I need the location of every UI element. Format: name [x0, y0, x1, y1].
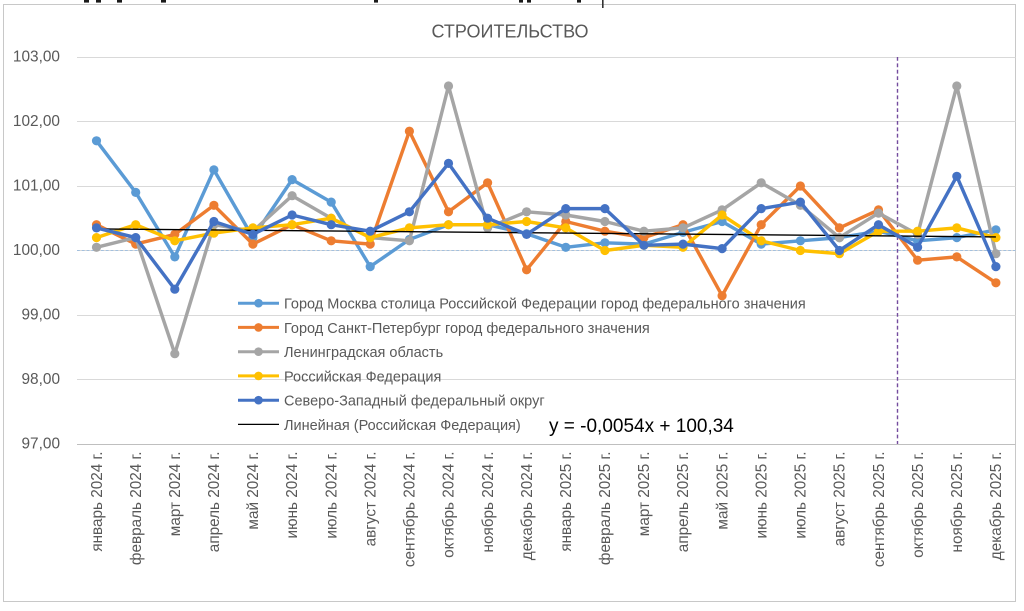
- svg-text:май 2025 г.: май 2025 г.: [714, 452, 731, 530]
- svg-text:100,00: 100,00: [13, 242, 60, 259]
- svg-text:Северо-Западный федеральный ок: Северо-Западный федеральный округ: [284, 394, 545, 410]
- svg-text:январь 2024 г.: январь 2024 г.: [89, 452, 106, 552]
- svg-text:99,00: 99,00: [21, 307, 60, 324]
- svg-text:июль 2025 г.: июль 2025 г.: [793, 452, 810, 539]
- svg-text:апрель 2025 г.: апрель 2025 г.: [675, 452, 692, 553]
- svg-text:сентябрь 2024 г.: сентябрь 2024 г.: [402, 452, 419, 568]
- svg-text:102,00: 102,00: [13, 113, 60, 130]
- svg-text:июль 2024 г.: июль 2024 г.: [323, 452, 340, 539]
- svg-text:октябрь 2025 г.: октябрь 2025 г.: [910, 452, 927, 558]
- svg-text:июнь 2025 г.: июнь 2025 г.: [754, 452, 771, 539]
- svg-text:ноябрь 2024 г.: ноябрь 2024 г.: [480, 452, 497, 553]
- svg-text:103,00: 103,00: [13, 49, 60, 66]
- svg-text:97,00: 97,00: [21, 436, 60, 453]
- svg-text:Город Санкт-Петербург город фе: Город Санкт-Петербург город федерального…: [284, 321, 650, 337]
- svg-text:Город Москва столица Российско: Город Москва столица Российской Федераци…: [284, 297, 806, 313]
- svg-text:август 2025 г.: август 2025 г.: [832, 452, 849, 547]
- svg-text:март 2025 г.: март 2025 г.: [636, 452, 653, 537]
- svg-text:октябрь 2024 г.: октябрь 2024 г.: [441, 452, 458, 558]
- svg-text:август 2024 г.: август 2024 г.: [362, 452, 379, 547]
- svg-text:декабрь 2025 г.: декабрь 2025 г.: [988, 452, 1005, 561]
- svg-text:май 2024 г.: май 2024 г.: [245, 452, 262, 530]
- svg-text:февраль 2025 г.: февраль 2025 г.: [597, 452, 614, 566]
- svg-text:СТРОИТЕЛЬСТВО: СТРОИТЕЛЬСТВО: [432, 22, 589, 42]
- svg-text:март 2024 г.: март 2024 г.: [167, 452, 184, 537]
- svg-text:июнь 2024 г.: июнь 2024 г.: [284, 452, 301, 539]
- svg-text:Ленинградская область: Ленинградская область: [284, 345, 443, 361]
- svg-text:y = -0,0054x + 100,34: y = -0,0054x + 100,34: [549, 416, 734, 437]
- svg-text:Линейная (Российская Федерация: Линейная (Российская Федерация): [284, 418, 521, 434]
- svg-text:ноябрь 2025 г.: ноябрь 2025 г.: [949, 452, 966, 553]
- svg-text:101,00: 101,00: [13, 178, 60, 195]
- svg-text:98,00: 98,00: [21, 371, 60, 388]
- svg-text:сентябрь 2025 г.: сентябрь 2025 г.: [871, 452, 888, 568]
- svg-text:Российская Федерация: Российская Федерация: [284, 369, 441, 385]
- svg-text:январь 2025 г.: январь 2025 г.: [558, 452, 575, 552]
- svg-text:апрель 2024 г.: апрель 2024 г.: [206, 452, 223, 553]
- svg-text:декабрь 2024 г.: декабрь 2024 г.: [519, 452, 536, 561]
- svg-text:февраль 2024 г.: февраль 2024 г.: [128, 452, 145, 566]
